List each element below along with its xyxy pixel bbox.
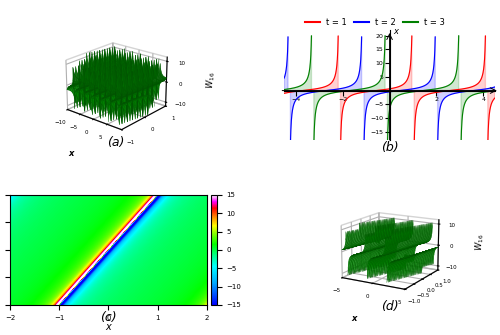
Text: x: x [393, 27, 398, 36]
X-axis label: x: x [68, 149, 73, 158]
X-axis label: x: x [352, 314, 357, 323]
Text: (a): (a) [106, 136, 124, 148]
Text: (d): (d) [381, 300, 398, 313]
Legend: t = 1, t = 2, t = 3: t = 1, t = 2, t = 3 [302, 14, 448, 30]
Text: (c): (c) [100, 311, 117, 324]
Text: (b): (b) [381, 141, 398, 154]
X-axis label: x: x [106, 322, 112, 332]
